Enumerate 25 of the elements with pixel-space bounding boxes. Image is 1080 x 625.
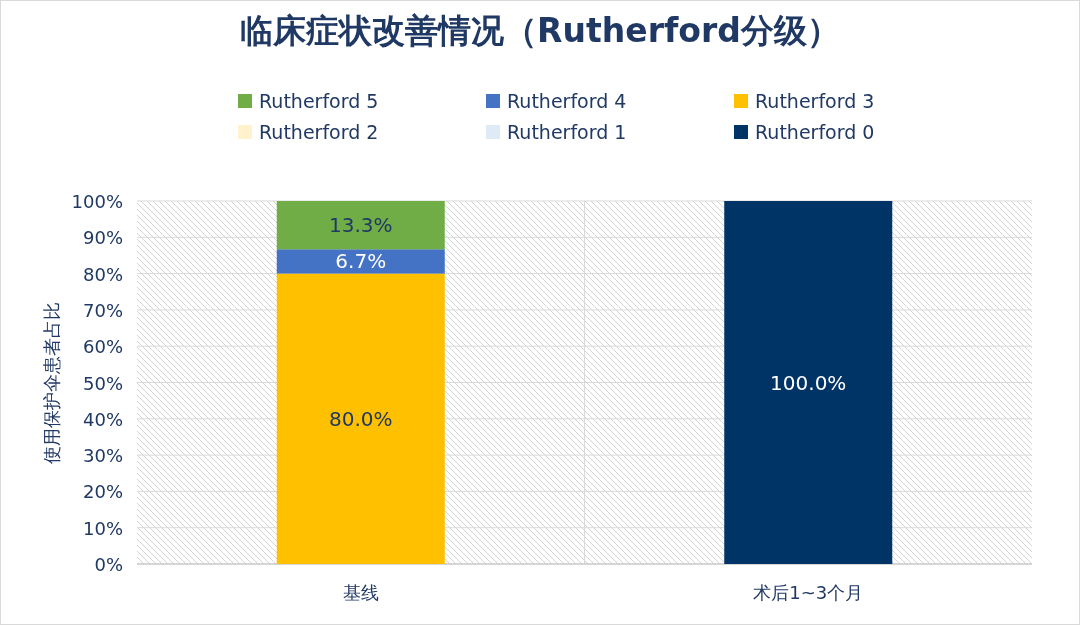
y-tick-label: 30% xyxy=(82,445,123,467)
y-axis-title: 使用保护伞患者占比 xyxy=(41,301,62,464)
data-label: 13.3% xyxy=(328,213,393,238)
y-tick-label: 60% xyxy=(82,336,123,358)
x-tick-label: 术后1~3个月 xyxy=(753,582,864,603)
legend-label: Rutherford 3 xyxy=(755,90,875,112)
legend-label: Rutherford 4 xyxy=(507,90,627,112)
data-label: 6.7% xyxy=(335,249,387,274)
data-label: 80.0% xyxy=(328,406,393,431)
y-tick-label: 10% xyxy=(82,517,123,539)
y-tick-label: 100% xyxy=(71,191,123,212)
x-tick-label: 基线 xyxy=(342,582,379,603)
legend-label: Rutherford 5 xyxy=(259,90,379,112)
y-tick-label: 40% xyxy=(82,408,123,430)
legend-label: Rutherford 0 xyxy=(755,121,875,143)
y-tick-label: 90% xyxy=(82,227,123,249)
legend-label: Rutherford 2 xyxy=(259,121,379,143)
y-tick-label: 70% xyxy=(82,299,123,321)
chart-title: 临床症状改善情况（Rutherford分级） xyxy=(240,11,840,50)
y-tick-label: 50% xyxy=(82,372,123,394)
y-tick-label: 20% xyxy=(82,481,123,503)
y-tick-label: 80% xyxy=(82,263,123,285)
legend-label: Rutherford 1 xyxy=(507,121,627,143)
y-tick-label: 0% xyxy=(94,554,123,575)
data-label: 100.0% xyxy=(770,370,847,395)
